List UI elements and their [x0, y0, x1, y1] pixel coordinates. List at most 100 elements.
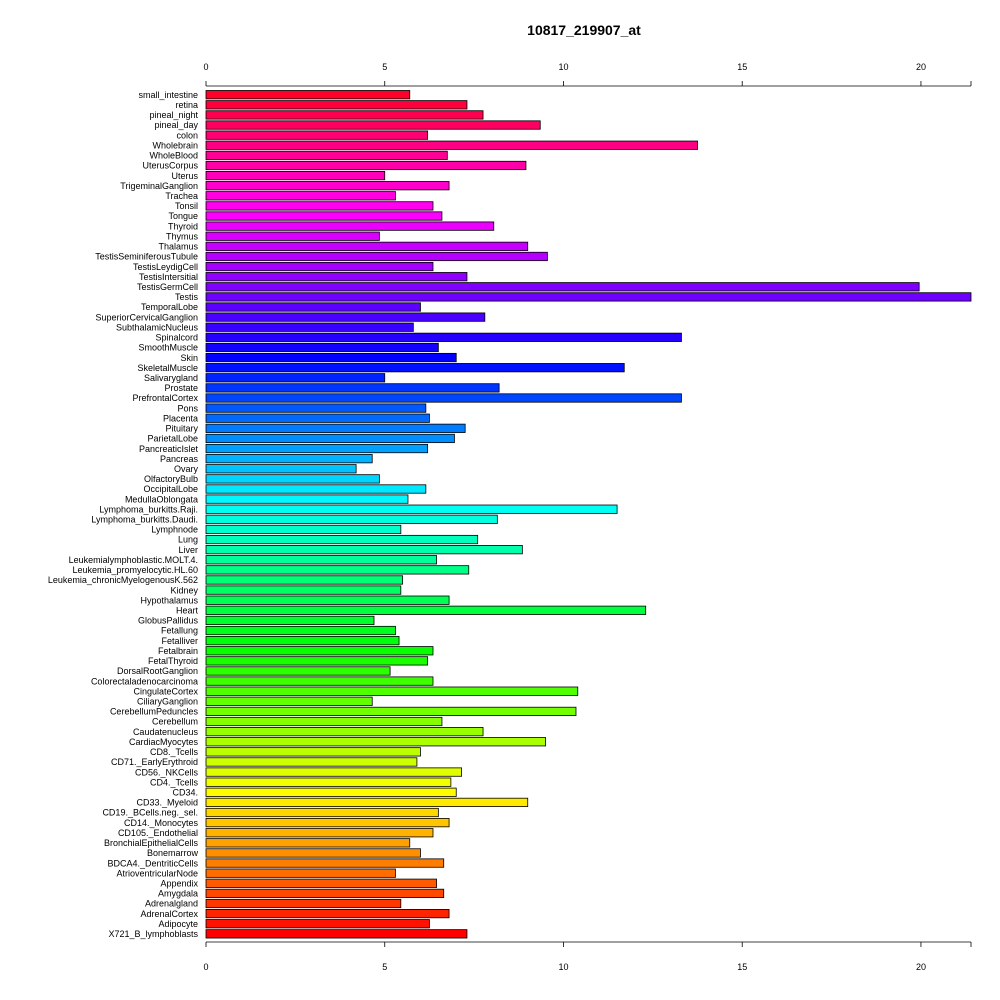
bar-ParietalLobe — [205, 433, 455, 444]
category-label: Tongue — [168, 211, 198, 221]
category-label: TestisGermCell — [137, 282, 198, 292]
bar-Fetalbrain — [205, 646, 434, 656]
bar-PancreaticIslet — [205, 443, 429, 454]
bar-Prostate — [205, 383, 500, 393]
bar-small_intestine — [205, 90, 411, 100]
category-label: CD105._Endothelial — [118, 828, 198, 838]
bar-Lung — [205, 534, 479, 545]
category-label: CD19._BCells.neg._sel. — [102, 808, 198, 818]
category-label: Salivarygland — [144, 373, 198, 383]
bar-MedullaOblongata — [205, 494, 409, 504]
bar-BronchialEpithelialCells — [205, 838, 411, 848]
bar-TestisGermCell — [205, 282, 920, 292]
bar-Pancreas — [205, 454, 373, 464]
bar-CD56._NKCells — [205, 767, 462, 777]
top-tick-label-5: 5 — [382, 62, 387, 72]
category-label: FetalThyroid — [148, 656, 198, 666]
category-label: UterusCorpus — [142, 161, 198, 171]
bar-CD19._BCells.neg._sel. — [205, 807, 439, 818]
bar-CD34. — [205, 787, 457, 797]
bar-CD4._Tcells — [205, 777, 452, 787]
category-label: SubthalamicNucleus — [116, 322, 199, 332]
category-label: PancreaticIslet — [139, 444, 199, 454]
bar-Leukemialymphoblastic.MOLT.4. — [205, 555, 437, 565]
bottom-tick-label-10: 10 — [558, 962, 568, 972]
bar-Salivarygland — [205, 373, 386, 383]
bar-FetalThyroid — [205, 656, 429, 666]
bar-Lymphoma_burkitts.Daudi. — [205, 514, 498, 524]
bar-Bonemarrow — [205, 848, 421, 858]
category-label: CD34. — [172, 787, 198, 797]
category-label: Lymphnode — [151, 525, 198, 535]
bar-Thalamus — [205, 241, 529, 251]
bar-Thyroid — [205, 221, 495, 231]
top-tick-label-0: 0 — [203, 62, 208, 72]
category-label: CingulateCortex — [133, 686, 198, 696]
category-label: CD33._Myeloid — [136, 798, 198, 808]
category-label: TrigeminalGanglion — [120, 181, 198, 191]
bar-Ovary — [205, 464, 357, 474]
category-label: pineal_night — [149, 110, 198, 120]
bar-SkeletalMuscle — [205, 363, 625, 373]
bar-CingulateCortex — [205, 686, 579, 696]
bar-Spinalcord — [205, 332, 682, 342]
bar-Fetalliver — [205, 636, 400, 646]
bar-Leukemia_promyelocytic.HL.60 — [205, 565, 470, 575]
category-label: Fetallung — [161, 626, 198, 636]
top-x-axis: 0 5 10 15 20 — [203, 62, 972, 87]
category-label: CD8._Tcells — [150, 747, 199, 757]
bar-TestisLeydigCell — [205, 261, 434, 272]
category-label: SkeletalMuscle — [137, 363, 198, 373]
bar-Colorectaladenocarcinoma — [205, 676, 434, 686]
category-label: Leukemia_chronicMyelogenousK.562 — [48, 575, 198, 585]
bar-UterusCorpus — [205, 160, 527, 171]
bar-X721_B_lymphoblasts — [205, 929, 468, 939]
category-label: BronchialEpithelialCells — [104, 838, 199, 848]
category-label: AdrenalCortex — [140, 909, 198, 919]
category-label: Prostate — [164, 383, 198, 393]
category-label: Testis — [175, 292, 199, 302]
bottom-tick-label-15: 15 — [737, 962, 747, 972]
bar-Tongue — [205, 211, 443, 221]
bar-DorsalRootGanglion — [205, 666, 391, 676]
category-label: Pons — [177, 403, 198, 413]
category-label: Fetalliver — [161, 636, 198, 646]
bar-AdrenalCortex — [205, 909, 450, 919]
category-label: Leukemialymphoblastic.MOLT.4. — [69, 555, 198, 565]
bar-PrefrontalCortex — [205, 393, 682, 403]
category-label: Tonsil — [175, 201, 198, 211]
category-label: TemporalLobe — [141, 302, 198, 312]
bar-TestisIntersitial — [205, 272, 468, 282]
top-tick-label-15: 15 — [737, 62, 747, 72]
category-label: CD4._Tcells — [150, 777, 199, 787]
chart-title: 10817_219907_at — [527, 22, 641, 38]
bar-Lymphnode — [205, 524, 402, 535]
category-label: Pituitary — [165, 424, 198, 434]
category-label: retina — [175, 100, 198, 110]
bar-SubthalamicNucleus — [205, 322, 414, 332]
bar-Cerebellum — [205, 716, 443, 727]
category-label: Ovary — [174, 464, 199, 474]
category-label: colon — [176, 130, 198, 140]
category-labels-group: small_intestineretinapineal_nightpineal_… — [48, 90, 199, 939]
bar-retina — [205, 100, 468, 110]
category-label: SmoothMuscle — [138, 343, 198, 353]
bar-AtrioventricularNode — [205, 868, 396, 878]
category-label: Thymus — [166, 231, 199, 241]
category-label: Bonemarrow — [147, 848, 199, 858]
category-label: CD14._Monocytes — [124, 818, 199, 828]
bar-Adrenalgland — [205, 898, 402, 909]
category-label: PrefrontalCortex — [132, 393, 198, 403]
category-label: Uterus — [171, 171, 198, 181]
category-label: DorsalRootGanglion — [117, 666, 198, 676]
bar-Testis — [205, 292, 972, 302]
category-label: BDCA4._DentriticCells — [107, 858, 198, 868]
bar-CD33._Myeloid — [205, 797, 529, 808]
category-label: ParietalLobe — [147, 434, 198, 444]
bar-Appendix — [205, 878, 437, 888]
bar-OccipitalLobe — [205, 484, 427, 494]
top-tick-label-20: 20 — [916, 62, 926, 72]
category-label: Liver — [178, 545, 198, 555]
bar-Lymphoma_burkitts.Raji. — [205, 504, 618, 514]
